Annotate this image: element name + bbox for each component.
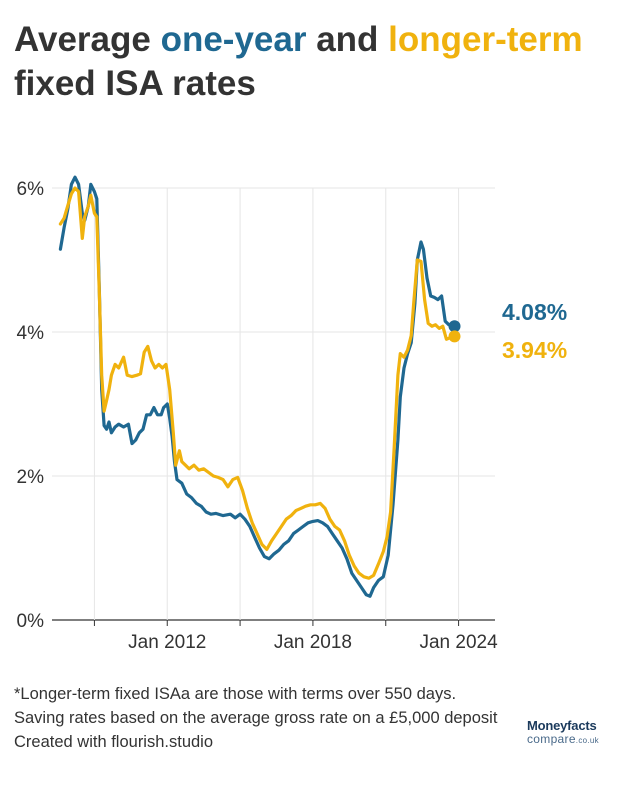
series-line-longer-term xyxy=(58,186,455,580)
y-tick-label: 4% xyxy=(17,323,45,344)
x-tick-label: Jan 2024 xyxy=(419,632,498,653)
chart-footer: *Longer-term fixed ISAa are those with t… xyxy=(14,682,514,754)
footer-note: *Longer-term fixed ISAa are those with t… xyxy=(14,685,457,703)
line-chart: 0% 2% 4% 6% Jan 2012 Jan 2018 Jan 2024 4.08% 3… xyxy=(17,175,567,653)
y-tick-label: 0% xyxy=(17,611,45,632)
footer-basis: Saving rates based on the average gross … xyxy=(14,709,498,727)
chart-title: Average one-year and longer-term fixed IS… xyxy=(14,18,614,106)
title-series-one-year: one-year xyxy=(160,20,307,59)
end-label-one-year: 4.08% xyxy=(502,299,567,325)
logo-bottom: compare.co.uk xyxy=(527,733,617,747)
logo-bottom-text: compare xyxy=(527,732,576,746)
end-marker-one-year xyxy=(448,320,461,333)
y-tick-label: 6% xyxy=(17,179,45,200)
title-series-longer-term: longer-term xyxy=(388,20,583,59)
x-axis-ticks: Jan 2012 Jan 2018 Jan 2024 xyxy=(93,620,498,653)
logo-suffix: .co.uk xyxy=(575,736,599,745)
logo-top: Moneyfacts xyxy=(527,718,597,733)
footer-credit: Created with flourish.studio xyxy=(14,733,214,751)
series-lines xyxy=(58,175,455,598)
title-prefix: Average xyxy=(14,20,161,59)
y-tick-label: 2% xyxy=(17,467,45,488)
x-tick-label: Jan 2012 xyxy=(128,632,206,653)
end-markers: 4.08% 3.94% xyxy=(448,299,567,363)
end-marker-longer-term xyxy=(448,330,461,343)
moneyfacts-logo: Moneyfacts compare.co.uk xyxy=(527,719,617,747)
title-line-2: fixed ISA rates xyxy=(14,64,256,103)
gridlines xyxy=(52,187,495,621)
x-tick-label: Jan 2018 xyxy=(274,632,352,653)
title-middle: and xyxy=(306,20,389,59)
end-label-longer-term: 3.94% xyxy=(502,337,567,363)
series-line-one-year xyxy=(58,175,455,598)
y-axis-ticks: 0% 2% 4% 6% xyxy=(17,179,45,632)
